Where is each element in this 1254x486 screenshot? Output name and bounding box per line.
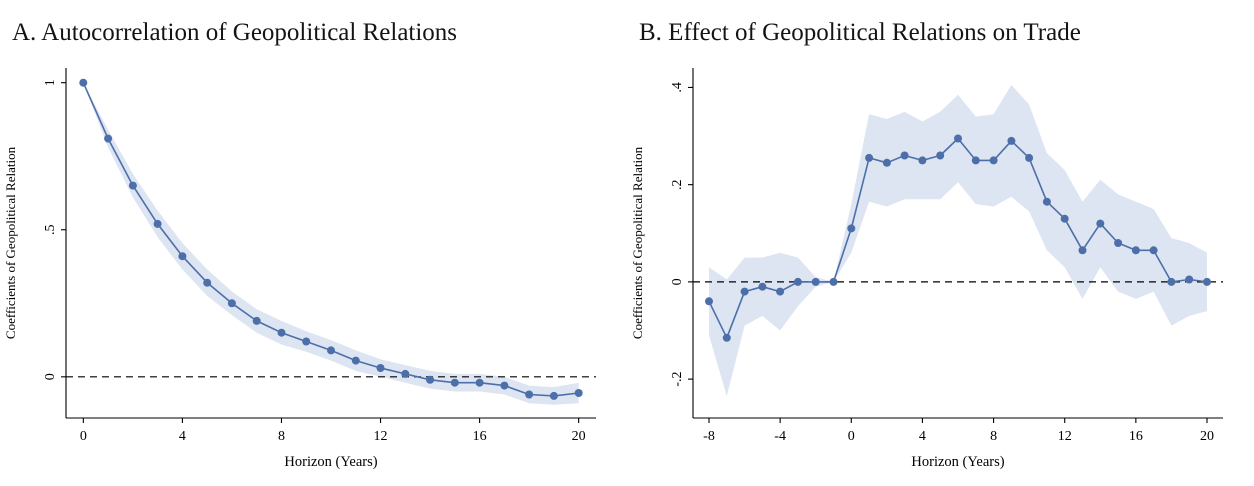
data-point-marker [128, 181, 137, 190]
y-tick-label: .2 [670, 179, 685, 190]
data-point-marker [971, 156, 980, 165]
data-point-marker [1060, 214, 1069, 223]
x-tick-label: 0 [848, 429, 855, 444]
x-tick-label: -8 [703, 429, 715, 444]
x-tick-label: 0 [80, 429, 87, 444]
data-point-marker [450, 378, 459, 387]
y-tick-label: .4 [670, 82, 685, 93]
data-point-marker [1185, 275, 1194, 284]
x-tick-label: 12 [374, 429, 388, 444]
data-point-marker [203, 278, 212, 287]
data-point-marker [740, 287, 749, 296]
data-point-marker [758, 282, 767, 291]
panel-b-chart: -8 -4 0 4 8 12 16 20 -.2 0 .2 .4 Horizon (Years) Coef… [630, 68, 1223, 470]
y-tick-label: 0 [43, 373, 58, 380]
data-point-marker [401, 369, 410, 378]
x-tick-label: 16 [1129, 429, 1143, 444]
data-point-marker [865, 153, 874, 162]
data-point-marker [918, 156, 927, 165]
data-point-marker [500, 381, 509, 390]
confidence-band [83, 82, 579, 405]
data-point-marker [1167, 277, 1176, 286]
data-point-marker [1042, 197, 1051, 206]
x-axis-title: Horizon (Years) [911, 454, 1004, 470]
data-point-marker [252, 316, 261, 325]
data-point-marker [1203, 277, 1211, 286]
data-point-marker [1007, 136, 1016, 145]
data-point-marker [79, 78, 88, 87]
data-point-marker [793, 277, 802, 286]
y-tick-label: -.2 [670, 372, 685, 387]
data-point-marker [882, 158, 891, 167]
data-point-marker [525, 390, 534, 399]
data-point-marker [829, 277, 838, 286]
x-tick-label: -4 [774, 429, 786, 444]
y-tick-label: 0 [670, 278, 685, 285]
data-point-marker [277, 328, 286, 337]
data-point-marker [302, 337, 311, 346]
data-point-marker [722, 333, 731, 342]
data-point-marker [1025, 153, 1034, 162]
x-tick-label: 16 [473, 429, 487, 444]
x-tick-label: 20 [572, 429, 586, 444]
x-tick-label: 20 [1200, 429, 1214, 444]
panel-a-chart: 0 4 8 12 16 20 0 .5 1 Horizon (Years) Coefficients… [3, 68, 596, 470]
data-point-marker [426, 375, 435, 384]
data-point-marker [327, 346, 335, 355]
x-axis-title: Horizon (Years) [284, 454, 377, 470]
y-axis-title: Coefficients of Geopolitical Relation [630, 146, 645, 339]
data-point-marker [776, 287, 785, 296]
data-point-marker [989, 156, 998, 165]
data-point-marker [936, 151, 945, 160]
data-point-marker [900, 151, 909, 160]
data-point-marker [1131, 246, 1140, 255]
data-point-marker [574, 389, 583, 397]
x-tick-label: 12 [1058, 429, 1072, 444]
data-point-marker [954, 134, 962, 143]
data-point-marker [705, 297, 713, 306]
panel-a: A. Autocorrelation of Geopolitical Relat… [3, 19, 596, 470]
panel-b-title: B. Effect of Geopolitical Relations on T… [639, 19, 1081, 46]
panel-a-title: A. Autocorrelation of Geopolitical Relat… [12, 19, 458, 46]
y-axis-title: Coefficients of Geopolitical Relation [3, 146, 18, 339]
y-tick-label: 1 [43, 79, 58, 86]
data-point-marker [153, 219, 162, 228]
data-point-marker [847, 224, 856, 233]
data-point-marker [1149, 246, 1158, 255]
x-tick-label: 8 [278, 429, 285, 444]
data-point-marker [549, 391, 558, 400]
data-point-marker [376, 364, 385, 372]
data-point-marker [104, 134, 113, 143]
data-point-marker [475, 378, 484, 387]
data-point-marker [1078, 246, 1087, 255]
data-point-marker [178, 252, 187, 261]
y-tick-label: .5 [43, 225, 58, 236]
x-tick-label: 4 [179, 429, 186, 444]
data-point-marker [351, 356, 360, 365]
data-point-marker [811, 277, 820, 286]
x-tick-label: 4 [919, 429, 926, 444]
data-point-marker [1096, 219, 1105, 228]
data-point-marker [1114, 239, 1123, 247]
data-point-marker [227, 299, 236, 308]
panel-b: B. Effect of Geopolitical Relations on T… [627, 0, 1254, 486]
x-tick-label: 8 [990, 429, 997, 444]
confidence-band [709, 85, 1207, 397]
